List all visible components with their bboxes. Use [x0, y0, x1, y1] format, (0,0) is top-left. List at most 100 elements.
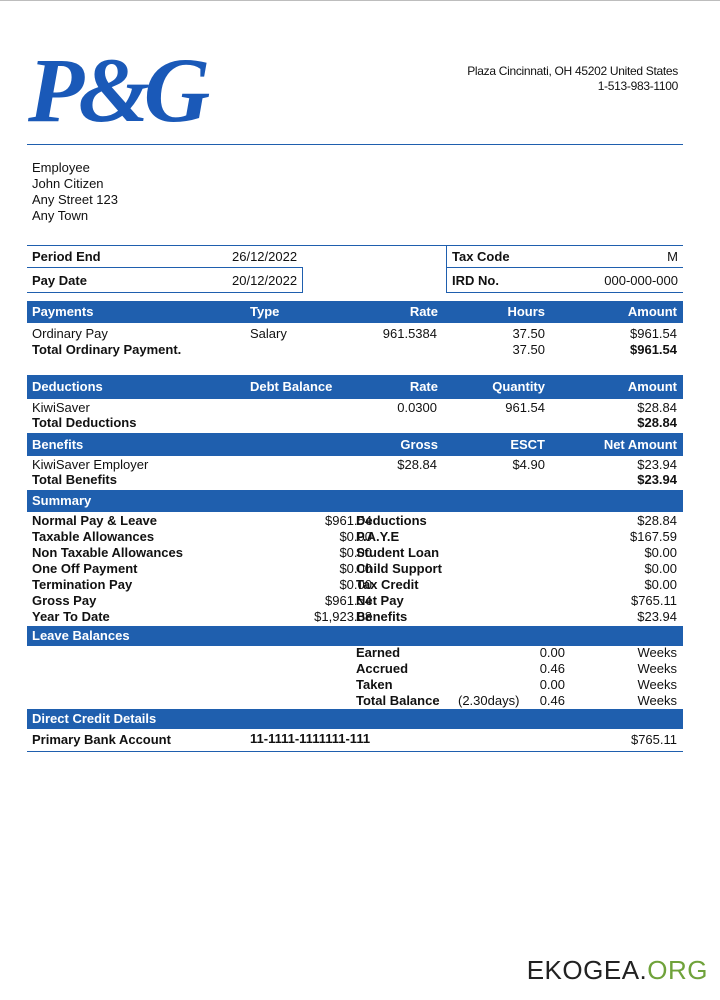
summary-nontaxable-label: Non Taxable Allowances	[32, 545, 183, 560]
summary-student-loan-label: Student Loan	[356, 545, 440, 560]
deductions-header: Deductions Debt Balance Rate Quantity Am…	[27, 375, 683, 399]
leave-accrued-label: Accrued	[356, 661, 409, 676]
summary-ytd-label: Year To Date	[32, 609, 110, 624]
deduction-total-amount: $28.84	[637, 415, 677, 430]
payment-row-amount: $961.54	[630, 326, 677, 341]
direct-credit-bottom-rule	[27, 751, 683, 752]
benefits-col-gross: Gross	[400, 437, 438, 452]
top-border	[0, 0, 720, 1]
deduction-row-name: KiwiSaver	[32, 400, 90, 415]
summary-paye-value: $167.59	[630, 529, 677, 544]
leave-taken-value: 0.00	[539, 677, 565, 692]
payment-total-amount: $961.54	[630, 342, 677, 357]
leave-earned-value: 0.00	[539, 645, 565, 660]
tax-code-label: Tax Code	[452, 249, 510, 264]
deductions-col-rate: Rate	[409, 379, 438, 394]
payments-col-rate: Rate	[409, 304, 438, 319]
period-divider-left	[302, 267, 303, 293]
period-end-value: 26/12/2022	[232, 249, 298, 264]
benefit-total-net: $23.94	[637, 472, 677, 487]
employee-label: Employee	[32, 160, 90, 175]
summary-deductions-value: $28.84	[637, 513, 677, 528]
summary-student-loan-value: $0.00	[644, 545, 677, 560]
summary-child-support-label: Child Support	[356, 561, 442, 576]
summary-termination-value: $0.00	[339, 577, 372, 592]
summary-benefits-value: $23.94	[637, 609, 677, 624]
leave-title: Leave Balances	[32, 628, 130, 643]
benefits-col-net: Net Amount	[603, 437, 677, 452]
summary-paye-label: P.A.Y.E	[356, 529, 400, 544]
period-bottom-rule-left	[27, 292, 303, 293]
period-mid-rule-left	[27, 267, 303, 268]
period-top-rule	[27, 245, 683, 246]
summary-ytd-value: $1,923.08	[314, 609, 372, 624]
summary-left-labels: Normal Pay & Leave Taxable Allowances No…	[32, 513, 183, 625]
payment-row-rate: 961.5384	[382, 326, 437, 341]
ird-value: 000-000-000	[604, 273, 678, 288]
payments-col-name: Payments	[32, 304, 94, 319]
summary-tax-credit-label: Tax Credit	[356, 577, 419, 592]
watermark: EKOGEA.ORG	[527, 955, 708, 986]
leave-total-unit: Weeks	[637, 693, 678, 708]
summary-left-values: $961.54 $0.00 $0.00 $0.00 $0.00 $961.54 …	[314, 513, 372, 625]
leave-earned-unit: Weeks	[637, 645, 678, 660]
benefit-row-net: $23.94	[637, 457, 677, 472]
summary-header: Summary	[27, 490, 683, 512]
pay-date-label: Pay Date	[32, 273, 87, 288]
deduction-row-quantity: 961.54	[505, 400, 545, 415]
watermark-org: ORG	[647, 955, 708, 985]
employee-town: Any Town	[32, 208, 89, 223]
leave-accrued-unit: Weeks	[637, 661, 678, 676]
summary-gross-value: $961.54	[325, 593, 372, 608]
period-bottom-rule-right	[446, 292, 683, 293]
payment-total-label: Total Ordinary Payment.	[32, 342, 182, 357]
leave-total-value: 0.46	[539, 693, 565, 708]
summary-right-labels: Deductions P.A.Y.E Student Loan Child Su…	[356, 513, 442, 625]
summary-taxable-label: Taxable Allowances	[32, 529, 155, 544]
employee-block: Employee John Citizen Any Street 123 Any…	[32, 160, 118, 224]
summary-nontaxable-value: $0.00	[339, 545, 372, 560]
leave-header: Leave Balances	[27, 626, 683, 646]
company-address: Plaza Cincinnati, OH 45202 United States	[467, 64, 678, 78]
benefits-header: Benefits Gross ESCT Net Amount	[27, 433, 683, 456]
leave-taken-label: Taken	[356, 677, 393, 692]
employee-street: Any Street 123	[32, 192, 118, 207]
deduction-row-amount: $28.84	[637, 400, 677, 415]
direct-credit-header: Direct Credit Details	[27, 709, 683, 729]
pg-logo: P&G	[28, 39, 210, 141]
payments-col-amount: Amount	[627, 304, 677, 319]
payment-row-name: Ordinary Pay	[32, 326, 108, 341]
summary-net-pay-label: Net Pay	[356, 593, 404, 608]
summary-taxable-value: $0.00	[339, 529, 372, 544]
deductions-col-quantity: Quantity	[492, 379, 545, 394]
company-contact: Plaza Cincinnati, OH 45202 United States…	[467, 64, 678, 94]
watermark-main: EKOGEA.	[526, 955, 648, 985]
payments-col-type: Type	[250, 304, 280, 319]
summary-benefits-label: Benefits	[356, 609, 408, 624]
benefit-row-esct: $4.90	[512, 457, 545, 472]
leave-total-label: Total Balance	[356, 693, 440, 708]
benefit-row-name: KiwiSaver Employer	[32, 457, 149, 472]
summary-normal-pay-label: Normal Pay & Leave	[32, 513, 158, 528]
leave-values: 0.00 0.46 0.00 0.46	[540, 645, 565, 709]
leave-accrued-value: 0.46	[539, 661, 565, 676]
benefits-col-esct: ESCT	[510, 437, 545, 452]
bank-account-number: 11-1111-1111111-111	[250, 731, 371, 746]
summary-deductions-label: Deductions	[356, 513, 427, 528]
deduction-total-label: Total Deductions	[32, 415, 137, 430]
summary-normal-pay-value: $961.54	[325, 513, 372, 528]
deduction-row-rate: 0.0300	[397, 400, 437, 415]
summary-child-support-value: $0.00	[644, 561, 677, 576]
employee-name: John Citizen	[32, 176, 104, 191]
leave-units: Weeks Weeks Weeks Weeks	[638, 645, 678, 709]
tax-code-value: M	[667, 249, 678, 264]
summary-title: Summary	[32, 493, 92, 508]
ird-label: IRD No.	[452, 273, 499, 288]
pay-date-value: 20/12/2022	[232, 273, 298, 288]
deductions-col-amount: Amount	[627, 379, 677, 394]
summary-oneoff-value: $0.00	[339, 561, 372, 576]
period-divider-right	[446, 245, 447, 293]
company-phone: 1-513-983-1100	[597, 79, 679, 93]
benefits-col-name: Benefits	[32, 437, 84, 452]
payment-total-hours: 37.50	[512, 342, 545, 357]
